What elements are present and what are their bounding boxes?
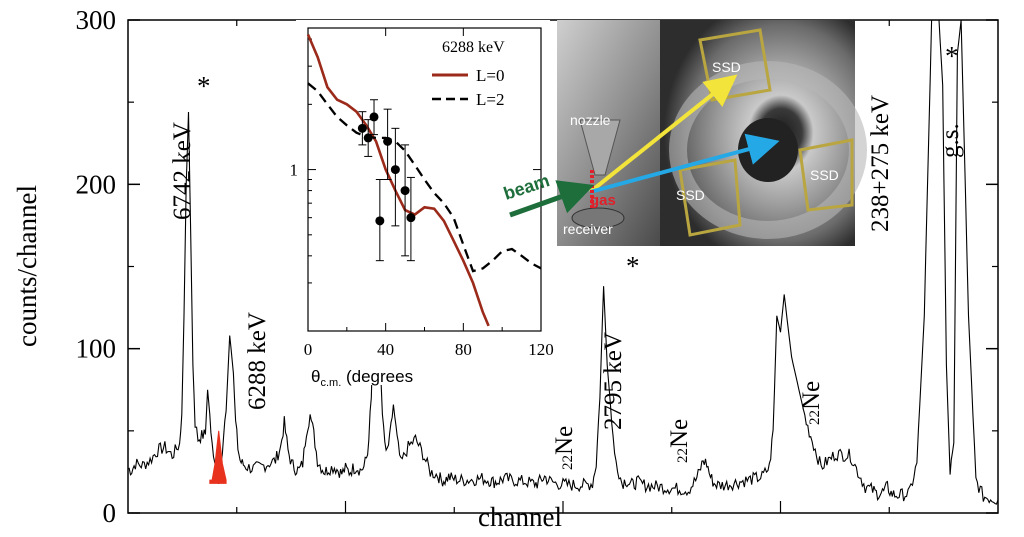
- ne-text-3: Ne: [798, 381, 825, 410]
- annotation-6742-star: *: [197, 71, 211, 101]
- inset-chart: 0 40 80 120 1 6288 keV L=0 L=2 θc.m. (degree…: [290, 20, 554, 389]
- inset-data-point: [363, 133, 373, 143]
- inset-x-sub: c.m.: [320, 377, 341, 389]
- ne-label-1: 22Ne: [551, 426, 578, 470]
- inset-legend-title: 6288 keV: [442, 39, 505, 56]
- inset-background: [296, 20, 550, 385]
- inset-data-point: [357, 123, 367, 133]
- ne-label-2: 22Ne: [666, 419, 693, 463]
- beam-arrow: [509, 180, 595, 218]
- photo-blue-arrow: [589, 133, 780, 194]
- inset-x-tick-label: 0: [304, 340, 313, 359]
- photo-inset: SSD nozzle gas SSD SSD receiver: [557, 20, 867, 246]
- inset-data-point: [369, 112, 379, 122]
- inset-data-point: [375, 216, 385, 226]
- annotation-6742: 6742 keV: [169, 122, 196, 220]
- ne-label-3: 22Ne: [798, 381, 825, 425]
- y-tick-label: 0: [103, 498, 117, 528]
- photo-label-gas: gas: [590, 192, 616, 209]
- photo-yellow-arrow: [588, 74, 738, 194]
- inset-x-tick-label: 80: [455, 340, 472, 359]
- photo-label-ssd-right: SSD: [810, 167, 839, 183]
- inset-x-label: θc.m. (degrees: [311, 367, 413, 389]
- inset-x-theta: θ: [311, 367, 320, 386]
- inset-x-rest: (degrees: [341, 367, 413, 386]
- y-tick-label: 300: [76, 5, 117, 35]
- photo-ssd-frame-2: [798, 138, 854, 212]
- y-tick-label: 100: [76, 334, 117, 364]
- annotation-2795-star: *: [626, 251, 640, 281]
- photo-nozzle-shape: [579, 119, 621, 176]
- annotation-22ne-3: 22Ne: [798, 381, 825, 425]
- x-axis-label: channel: [478, 502, 562, 532]
- annotation-238-275: 238+275 keV: [867, 95, 894, 232]
- ne-sup-3: 22: [807, 410, 823, 425]
- photo-ssd-frame-3: [678, 158, 742, 237]
- inset-x-tick-label: 40: [377, 340, 394, 359]
- y-axis-label: counts/channel: [12, 185, 42, 347]
- inset-data-point: [406, 213, 416, 223]
- legend-l0-label: L=0: [476, 66, 504, 85]
- ne-text-2: Ne: [666, 419, 693, 448]
- spectrum-series-line: [127, 19, 999, 505]
- photo-label-ssd-top: SSD: [712, 59, 741, 75]
- inset-data-point: [400, 186, 410, 196]
- legend-l2-label: L=2: [476, 90, 504, 109]
- highlight-6288-peak: [209, 430, 227, 484]
- annotation-6288: 6288 keV: [244, 312, 271, 410]
- inset-data-point: [390, 165, 400, 175]
- inset-series-L0: [306, 33, 490, 327]
- annotation-22ne-1: 22Ne: [551, 426, 578, 470]
- inset-y-tick-label: 1: [290, 161, 299, 180]
- photo-label-receiver: receiver: [563, 221, 613, 237]
- annotation-2795: 2795 keV: [600, 332, 627, 430]
- annotation-gs: g.s.: [937, 123, 964, 158]
- inset-data-point: [383, 136, 393, 146]
- ne-text-1: Ne: [551, 426, 578, 455]
- annotation-22ne-2: 22Ne: [666, 419, 693, 463]
- y-tick-label: 200: [76, 169, 117, 199]
- photo-label-ssd-mid: SSD: [676, 187, 705, 203]
- inset-x-tick-label: 120: [528, 340, 554, 359]
- ne-sup-1: 22: [560, 455, 576, 470]
- photo-label-nozzle: nozzle: [570, 112, 611, 128]
- annotation-gs-star: *: [945, 41, 959, 71]
- ne-sup-2: 22: [675, 448, 691, 463]
- inset-series-L2: [307, 82, 542, 273]
